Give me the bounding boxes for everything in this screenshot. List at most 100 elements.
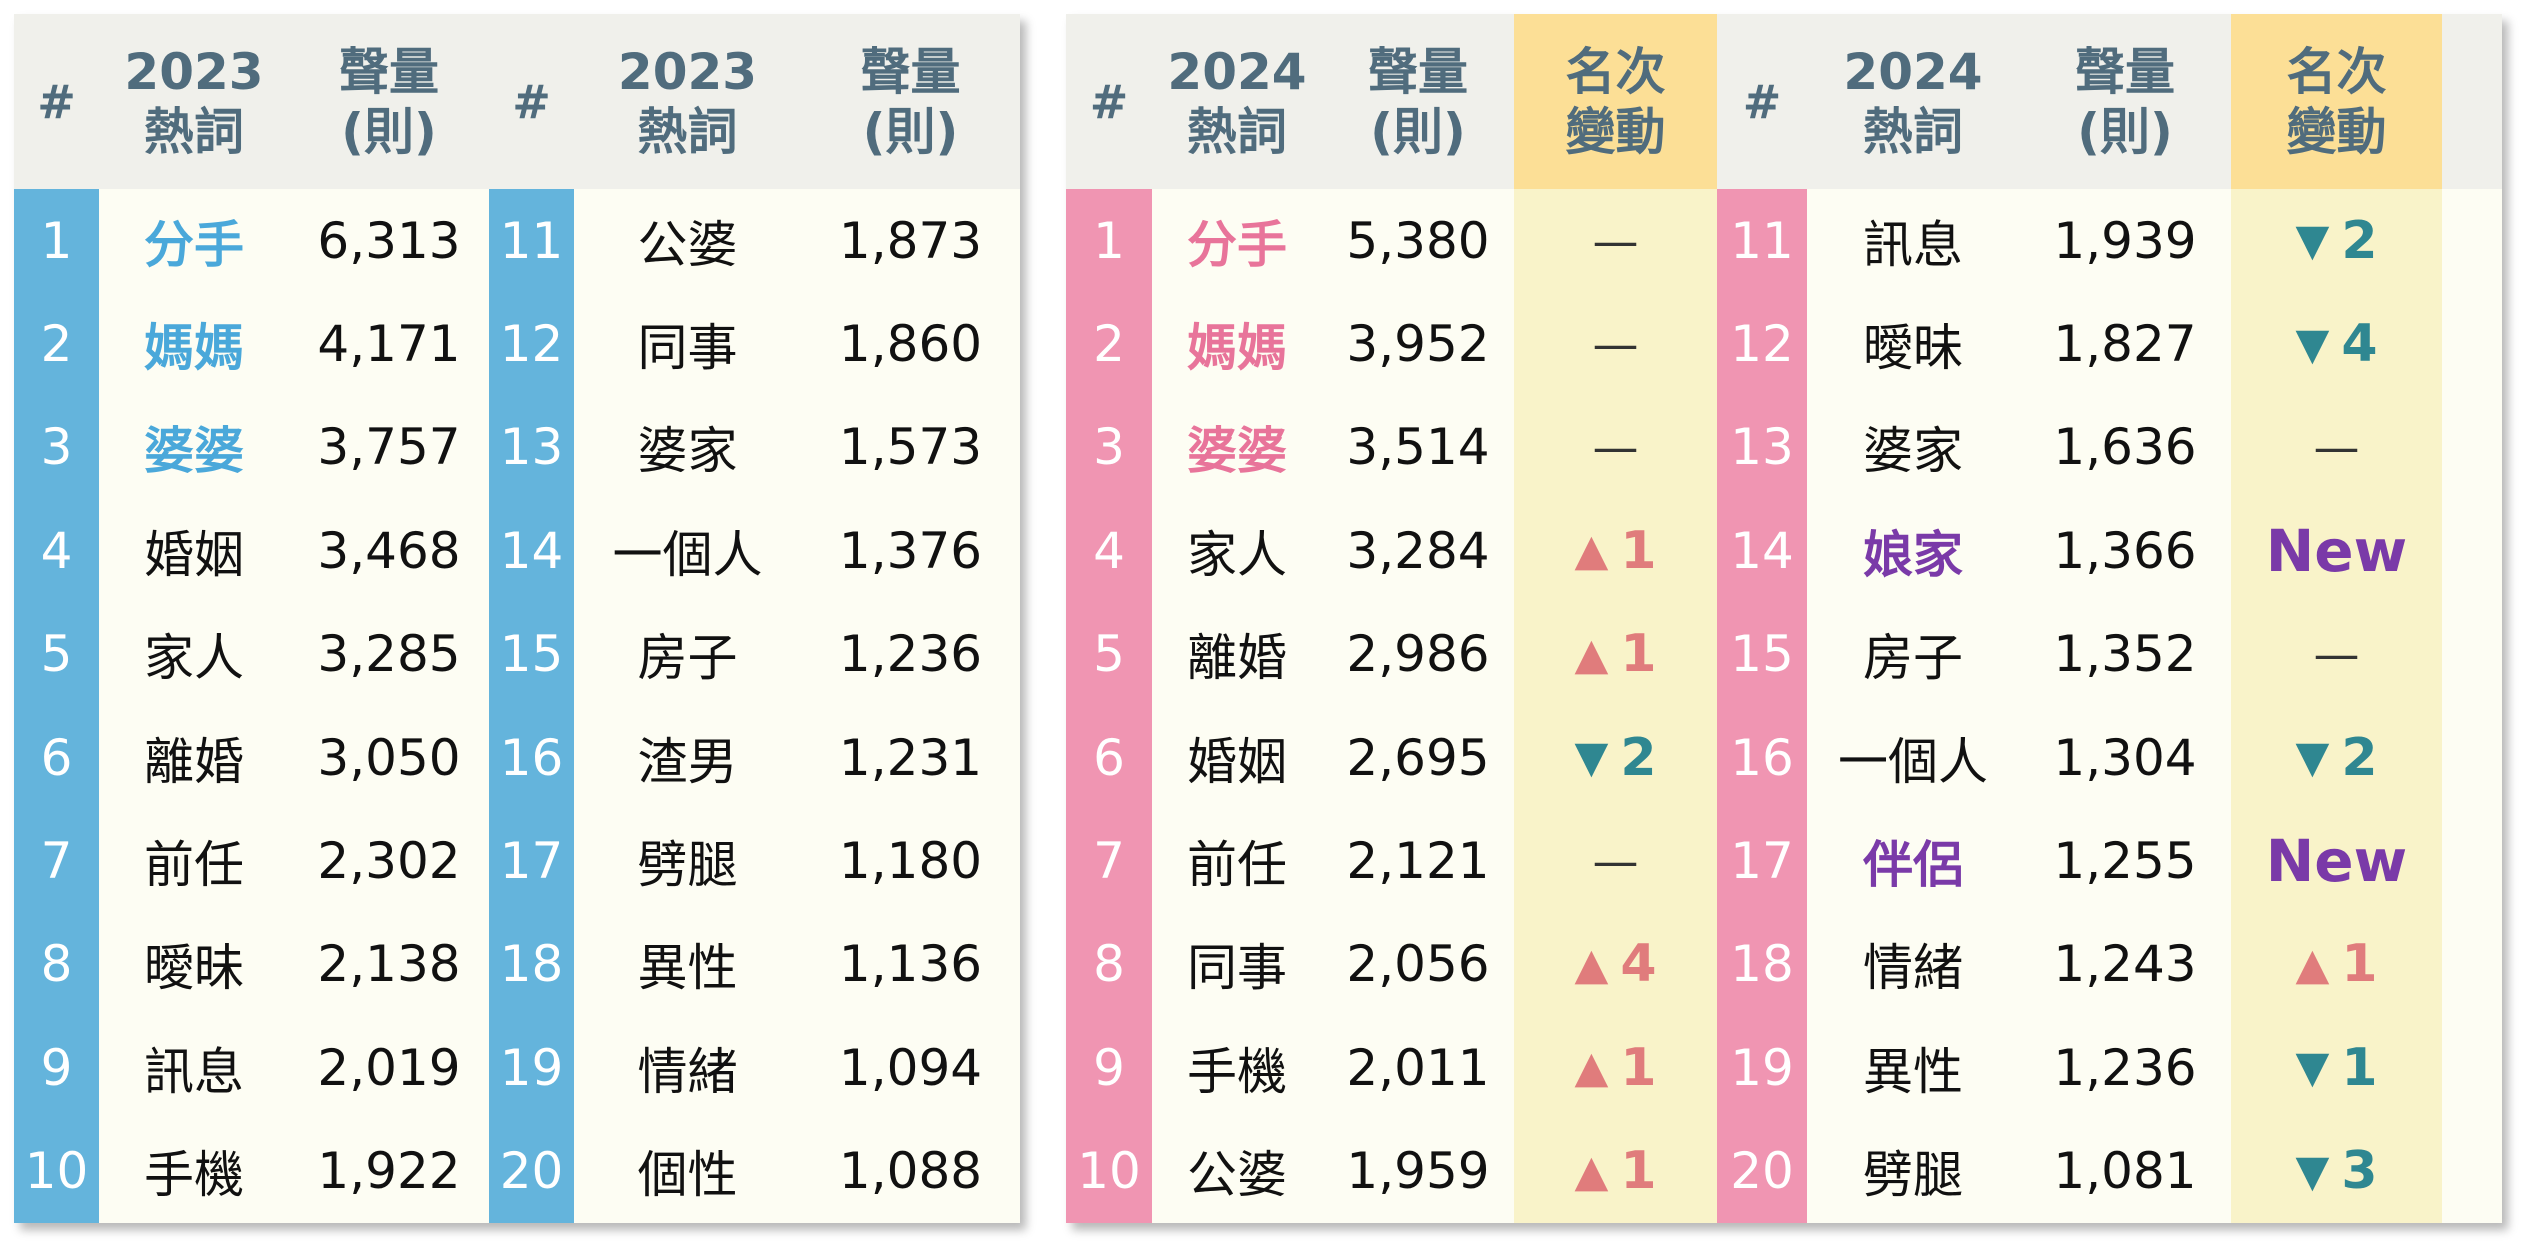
new-entry-badge: New: [2265, 827, 2408, 896]
hot-word: 訊息: [1863, 215, 1963, 274]
hot-word: 手機: [1187, 1042, 1287, 1101]
rank-change-amount: 2: [2341, 727, 2378, 788]
hot-word: 離婚: [144, 732, 244, 791]
rank-change-amount: 3: [2341, 1141, 2378, 1202]
hot-word: 一個人: [1838, 732, 1988, 791]
rank-number: 2: [1066, 292, 1152, 396]
mention-count: 1,304: [2053, 728, 2197, 787]
up-arrow-icon: ▲: [1574, 1145, 1609, 1197]
rank-number: 20: [489, 1119, 574, 1223]
rank-change-amount: 2: [2341, 210, 2378, 271]
rank-number: 6: [14, 706, 99, 810]
rank-change-amount: 1: [1620, 624, 1657, 685]
mention-count: 2,019: [317, 1038, 461, 1097]
count-header: 聲量 (則): [2019, 14, 2231, 189]
rank-change-header: 名次 變動: [1514, 14, 1717, 189]
hot-word: 異性: [637, 939, 738, 998]
rank-number: 11: [1717, 189, 1807, 293]
mention-count: 1,873: [838, 211, 983, 270]
hot-word: 媽媽: [1187, 319, 1287, 378]
rank-number: 10: [14, 1119, 99, 1223]
rank-number: 13: [489, 395, 574, 500]
hot-word: 房子: [637, 629, 738, 688]
word-header-line-2: 熱詞: [637, 102, 738, 161]
count-header-line-1: 聲量: [1368, 42, 1468, 101]
table-row: 6 離婚 3,050 16 渣男 1,231: [14, 706, 1020, 810]
no-change-dash: —: [1592, 834, 1639, 889]
table-row: 9 手機 2,011 ▲ 1 19 異性 1,236 ▼ 1: [1066, 1016, 2502, 1120]
rank-number: 17: [1717, 809, 1807, 913]
table-row: 1 分手 6,313 11 公婆 1,873: [14, 189, 1020, 293]
table-row: 4 家人 3,284 ▲ 1 14 娘家 1,366 New: [1066, 499, 2502, 603]
rank-change-cell: —: [2231, 395, 2442, 500]
rank-number: 10: [1066, 1119, 1152, 1223]
mention-count: 1,094: [838, 1038, 983, 1097]
mention-count: 6,313: [317, 211, 461, 270]
rank-change-amount: 1: [2341, 1037, 2378, 1098]
rank-number: 8: [14, 912, 99, 1017]
rank-change-header: 名次 變動: [2231, 14, 2442, 189]
rank-header: #: [14, 14, 99, 189]
count-header-line-1: 聲量: [2075, 42, 2175, 101]
rank-change-cell: New: [2231, 499, 2442, 603]
hot-word: 分手: [1187, 215, 1287, 274]
table-row: 5 家人 3,285 15 房子 1,236: [14, 602, 1020, 706]
table-row: 2 媽媽 4,171 12 同事 1,860: [14, 292, 1020, 396]
up-arrow-icon: ▲: [1574, 938, 1609, 990]
rank-number: 2: [14, 292, 99, 396]
rank-change-cell: —: [2231, 602, 2442, 706]
rank-number: 19: [1717, 1016, 1807, 1120]
word-header-line-1: 2024: [1167, 42, 1307, 101]
hot-word: 前任: [144, 836, 244, 895]
up-arrow-icon: ▲: [2295, 938, 2330, 990]
rank-number: 9: [14, 1016, 99, 1120]
rank-number: 4: [1066, 499, 1152, 603]
hot-word: 婆婆: [144, 422, 244, 481]
mention-count: 3,514: [1346, 418, 1490, 477]
hot-word: 情緒: [637, 1042, 738, 1101]
rank-number: 3: [14, 395, 99, 500]
mention-count: 1,088: [838, 1142, 983, 1201]
mention-count: 3,468: [317, 521, 461, 580]
no-change-dash: —: [1592, 317, 1639, 372]
mention-count: 2,138: [317, 935, 461, 994]
down-arrow-icon: ▼: [2295, 732, 2330, 784]
rank-number: 7: [1066, 809, 1152, 913]
rank-change-cell: ▼ 2: [1514, 706, 1717, 810]
word-header-line-1: 2023: [617, 42, 758, 101]
rank-number: 13: [1717, 395, 1807, 500]
hot-word: 分手: [144, 215, 244, 274]
rank-number: 1: [1066, 189, 1152, 293]
rank-change-amount: 4: [2341, 314, 2378, 375]
count-header-line-2: (則): [1370, 102, 1466, 161]
rank-number: 19: [489, 1016, 574, 1120]
rank-number: 9: [1066, 1016, 1152, 1120]
ranking-table-2024: #2024 熱詞 聲量 (則) 名次 變動 #2024 熱詞 聲量 (則) 名次 變動 1 分手 5,380…: [1066, 14, 2502, 1223]
table-row: 6 婚姻 2,695 ▼ 2 16 一個人 1,304 ▼ 2: [1066, 706, 2502, 810]
rank-number: 14: [1717, 499, 1807, 603]
rank-change-cell: ▲ 1: [1514, 1119, 1717, 1223]
rank-number: 4: [14, 499, 99, 603]
hot-word: 離婚: [1187, 629, 1287, 688]
rank-change-amount: 1: [2341, 934, 2378, 995]
hot-word: 一個人: [612, 525, 763, 584]
hot-word: 婆家: [637, 422, 738, 481]
hot-word: 公婆: [1187, 1146, 1287, 1205]
rank-change-cell: ▼ 3: [2231, 1119, 2442, 1223]
table-row: 3 婆婆 3,514 — 13 婆家 1,636 —: [1066, 395, 2502, 500]
rank-change-amount: 1: [1620, 1141, 1657, 1202]
hot-word: 個性: [637, 1146, 738, 1205]
mention-count: 1,860: [838, 315, 983, 374]
hot-word: 婚姻: [1187, 732, 1287, 791]
count-header-line-2: (則): [862, 102, 959, 161]
rank-number: 12: [1717, 292, 1807, 396]
hot-word: 曖昧: [144, 939, 244, 998]
count-header: 聲量 (則): [289, 14, 489, 189]
rank-change-cell: —: [1514, 189, 1717, 293]
hot-word: 婆婆: [1187, 422, 1287, 481]
mention-count: 1,255: [2053, 832, 2197, 891]
ranking-table-2023: #2023 熱詞 聲量 (則) #2023 熱詞 聲量 (則) 1 分手 6,313 11 公婆 1,87…: [14, 14, 1020, 1223]
rank-number: 12: [489, 292, 574, 396]
rank-number: 7: [14, 809, 99, 913]
hot-word: 同事: [1187, 939, 1287, 998]
